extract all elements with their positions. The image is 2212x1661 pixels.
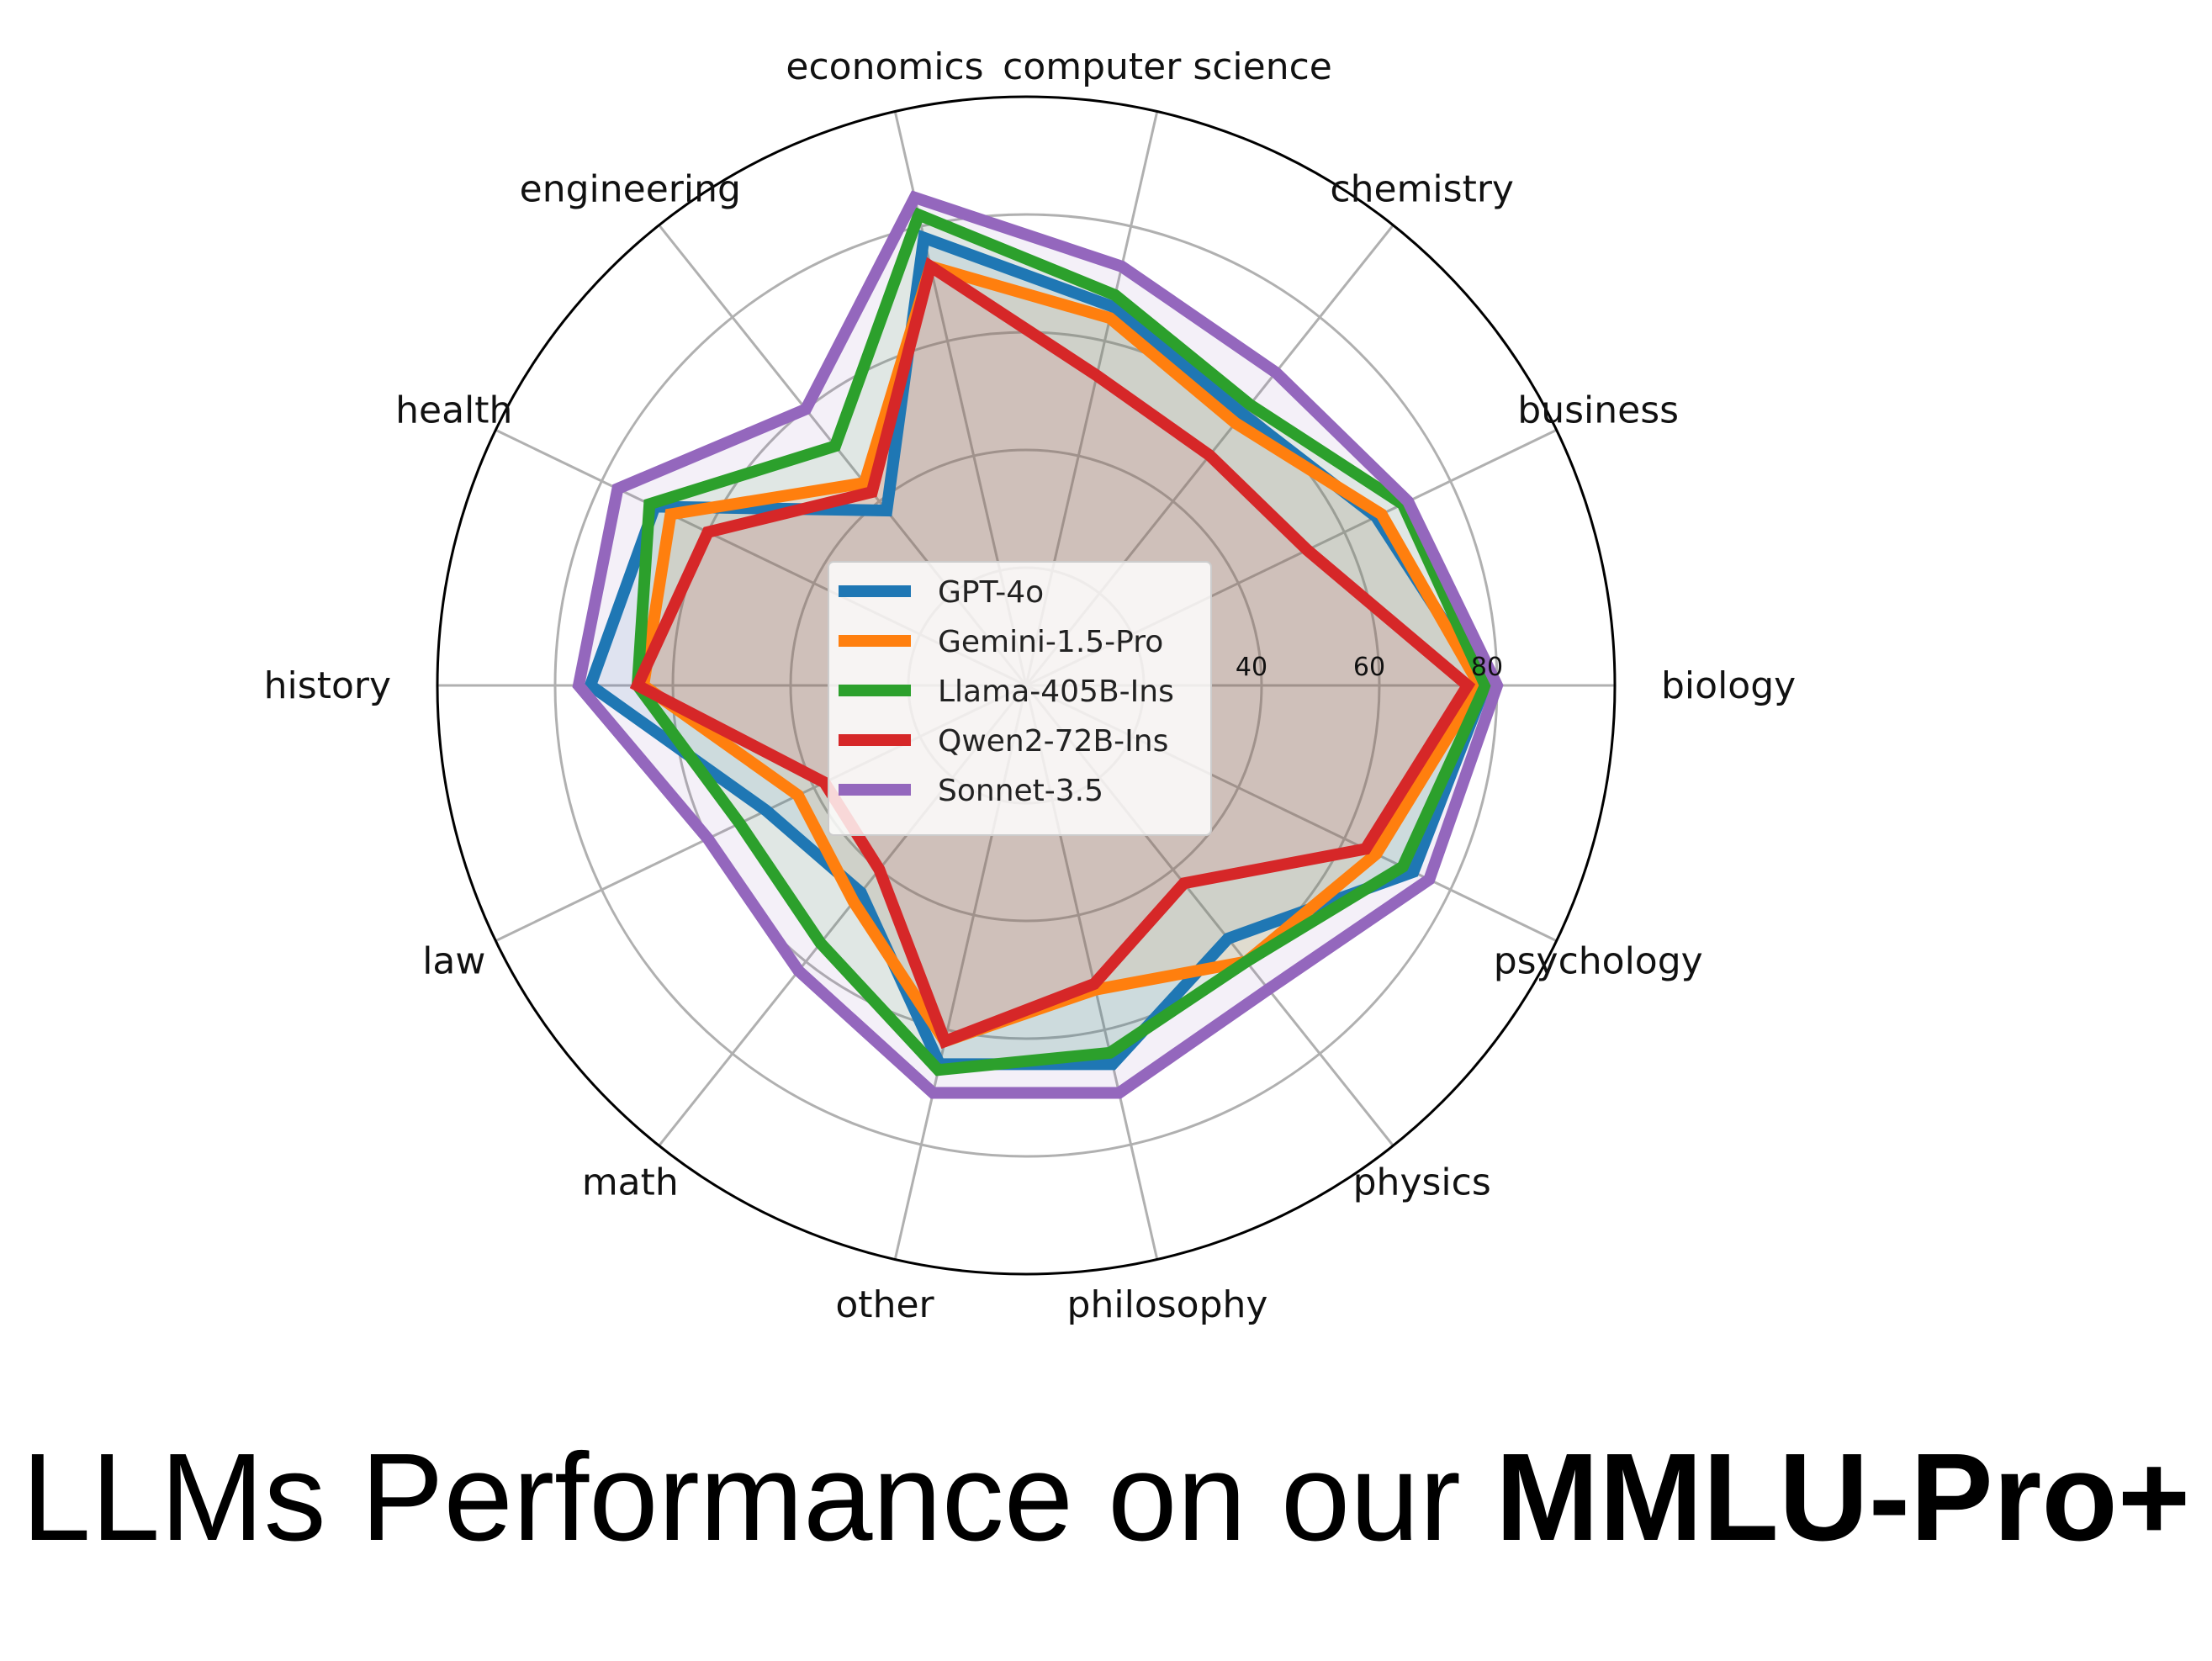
category-label: economics bbox=[786, 45, 983, 88]
legend: GPT-4o Gemini-1.5-Pro Llama-405B-Ins Qwen2-… bbox=[828, 561, 1212, 836]
radial-tick-label: 40 bbox=[1236, 653, 1267, 682]
legend-box bbox=[828, 561, 1212, 836]
legend-label: Gemini-1.5-Pro bbox=[938, 625, 1163, 659]
category-label: physics bbox=[1353, 1161, 1491, 1203]
category-label: computer science bbox=[1003, 45, 1332, 88]
series-line-qwen2-72b-ins bbox=[629, 257, 1476, 1050]
category-label: biology bbox=[1661, 664, 1796, 707]
category-label: math bbox=[582, 1161, 679, 1203]
radial-tick-labels: 40 60 80 bbox=[1236, 653, 1503, 682]
legend-label: Qwen2-72B-Ins bbox=[938, 724, 1168, 759]
radial-tick-label: 60 bbox=[1353, 653, 1385, 682]
radar-outer-ring bbox=[436, 95, 1617, 1276]
legend-label: Sonnet-3.5 bbox=[938, 774, 1103, 808]
radar-chart: biology business chemistry computer science… bbox=[264, 45, 1797, 1326]
category-label: health bbox=[395, 389, 512, 431]
category-label: other bbox=[835, 1283, 934, 1326]
category-label: psychology bbox=[1494, 940, 1703, 983]
caption-prefix: LLMs Performance on our bbox=[21, 1428, 1495, 1567]
category-label: philosophy bbox=[1067, 1283, 1268, 1326]
category-label: chemistry bbox=[1330, 168, 1514, 211]
series-lines bbox=[572, 190, 1504, 1099]
caption-bold: MMLU-Pro+ bbox=[1495, 1428, 2191, 1567]
caption-title: LLMs Performance on our MMLU-Pro+ bbox=[0, 1428, 2212, 1567]
series-line-sonnet-3-5 bbox=[572, 190, 1504, 1099]
series-line-gpt-4o bbox=[583, 230, 1492, 1071]
category-label: business bbox=[1517, 389, 1679, 431]
legend-label: Llama-405B-Ins bbox=[938, 674, 1174, 709]
radial-tick-label: 80 bbox=[1471, 653, 1503, 682]
category-label: law bbox=[422, 940, 485, 983]
category-label: engineering bbox=[520, 168, 741, 211]
legend-label: GPT-4o bbox=[938, 575, 1044, 610]
category-labels: biology business chemistry computer science… bbox=[264, 45, 1797, 1326]
category-label: history bbox=[264, 664, 391, 707]
